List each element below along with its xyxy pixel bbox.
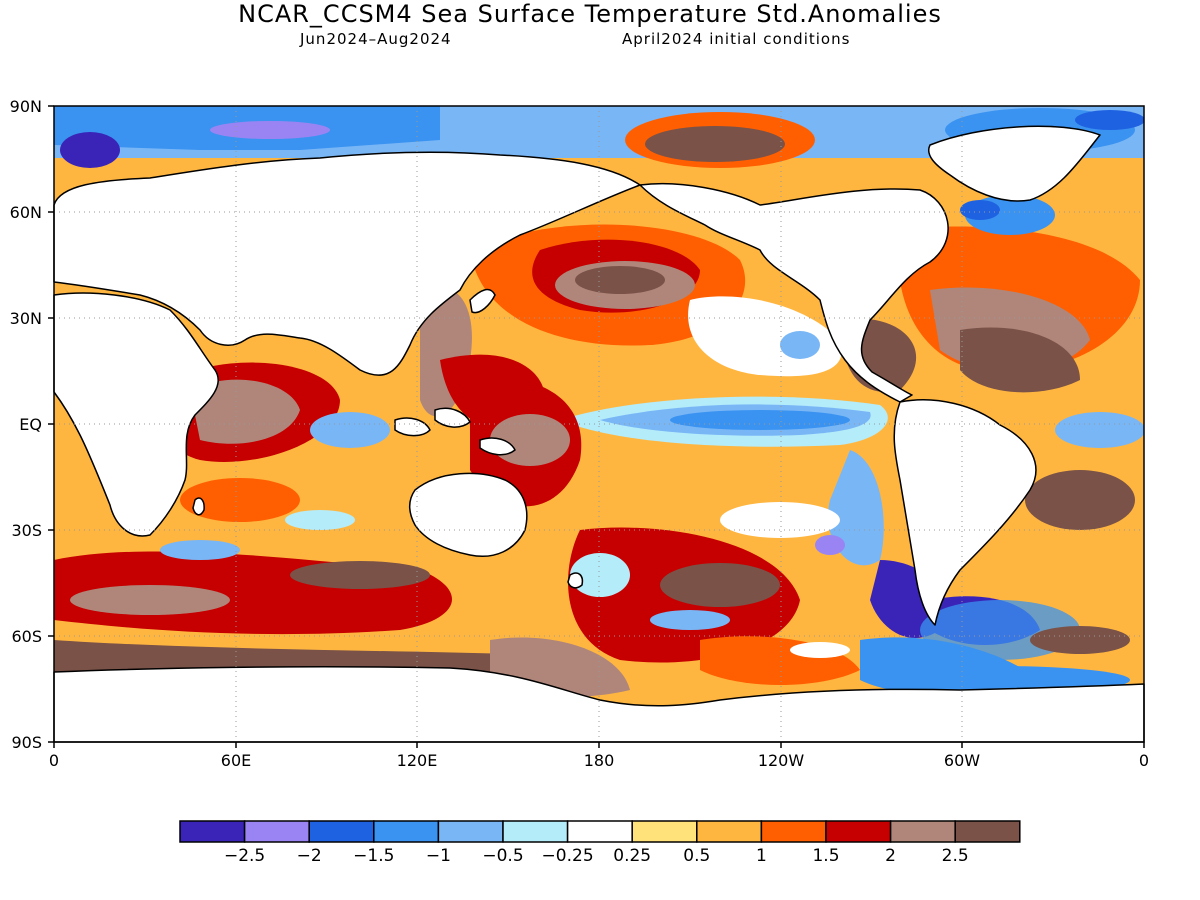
legend-label: 2 <box>885 846 897 866</box>
new-zealand <box>567 572 584 589</box>
legend-label: −1 <box>425 846 451 866</box>
legend-label: 0.25 <box>613 846 652 866</box>
map-title: NCAR_CCSM4 Sea Surface Temperature Std.A… <box>238 0 942 28</box>
lon-label: 60W <box>944 751 980 770</box>
lat-label: 60S <box>11 627 42 646</box>
lat-label: 30S <box>11 521 42 540</box>
legend-swatch <box>308 820 375 843</box>
greenland <box>928 125 1101 202</box>
latitude-labels: 90N 60N 30N EQ 30S 60S 90S <box>10 97 42 752</box>
legend-label: −2 <box>296 846 322 866</box>
legend-label: 1.5 <box>812 846 840 866</box>
north-america <box>639 182 949 403</box>
legend-label: −2.5 <box>223 846 266 866</box>
lat-label: 60N <box>10 203 42 222</box>
australia <box>409 472 528 557</box>
legend-swatch <box>825 820 892 843</box>
lon-label: 180 <box>584 751 615 770</box>
legend-label: −0.5 <box>482 846 524 866</box>
legend-swatch <box>696 820 763 843</box>
legend-swatch <box>437 820 504 843</box>
legend-label: −0.25 <box>541 846 594 866</box>
legend-label: −1.5 <box>353 846 395 866</box>
maritime-continent <box>394 407 516 456</box>
lon-label: 120E <box>397 751 438 770</box>
south-america <box>893 399 1037 626</box>
forecast-period: Jun2024–Aug2024 <box>300 30 452 48</box>
longitude-labels: 0 60E 120E 180 120W 60W 0 <box>49 751 1149 770</box>
continents <box>53 125 1145 743</box>
grid-lines <box>54 106 1144 742</box>
africa <box>53 292 219 537</box>
lat-label: 90N <box>10 97 42 116</box>
legend-swatch <box>954 820 1021 843</box>
lon-label: 0 <box>49 751 59 770</box>
lat-label: 90S <box>11 733 42 752</box>
legend-swatch <box>243 820 310 843</box>
eurasia <box>53 151 641 376</box>
lon-label: 120W <box>758 751 805 770</box>
legend-swatch <box>631 820 698 843</box>
legend-label: 0.5 <box>683 846 711 866</box>
legend-label: 2.5 <box>941 846 969 866</box>
axis-ticks <box>48 105 1145 748</box>
lon-label: 0 <box>1139 751 1149 770</box>
legend-swatch <box>566 820 633 843</box>
legend-swatch <box>373 820 440 843</box>
antarctica <box>53 666 1145 743</box>
legend-swatch <box>889 820 956 843</box>
lon-label: 60E <box>221 751 251 770</box>
legend-swatch <box>760 820 827 843</box>
lat-label: 30N <box>10 309 42 328</box>
madagascar <box>192 497 205 516</box>
color-legend <box>179 820 1021 843</box>
initial-conditions: April2024 initial conditions <box>622 30 851 48</box>
japan <box>469 288 496 314</box>
legend-swatch <box>502 820 569 843</box>
legend-swatch <box>179 820 246 843</box>
lat-label: EQ <box>19 415 42 434</box>
legend-label: 1 <box>755 846 767 866</box>
